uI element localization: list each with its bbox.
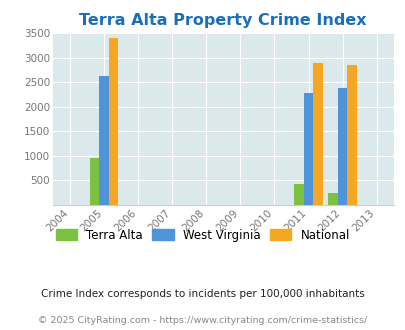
- Bar: [328, 193, 337, 205]
- Title: Terra Alta Property Crime Index: Terra Alta Property Crime Index: [79, 13, 366, 28]
- Bar: [337, 88, 347, 205]
- Bar: [90, 158, 99, 205]
- Text: Crime Index corresponds to incidents per 100,000 inhabitants: Crime Index corresponds to incidents per…: [41, 289, 364, 299]
- Bar: [99, 76, 109, 205]
- Bar: [313, 63, 322, 205]
- Legend: Terra Alta, West Virginia, National: Terra Alta, West Virginia, National: [51, 224, 354, 247]
- Bar: [303, 93, 313, 205]
- Text: © 2025 CityRating.com - https://www.cityrating.com/crime-statistics/: © 2025 CityRating.com - https://www.city…: [38, 316, 367, 325]
- Bar: [109, 38, 118, 205]
- Bar: [347, 65, 356, 205]
- Bar: [294, 184, 303, 205]
